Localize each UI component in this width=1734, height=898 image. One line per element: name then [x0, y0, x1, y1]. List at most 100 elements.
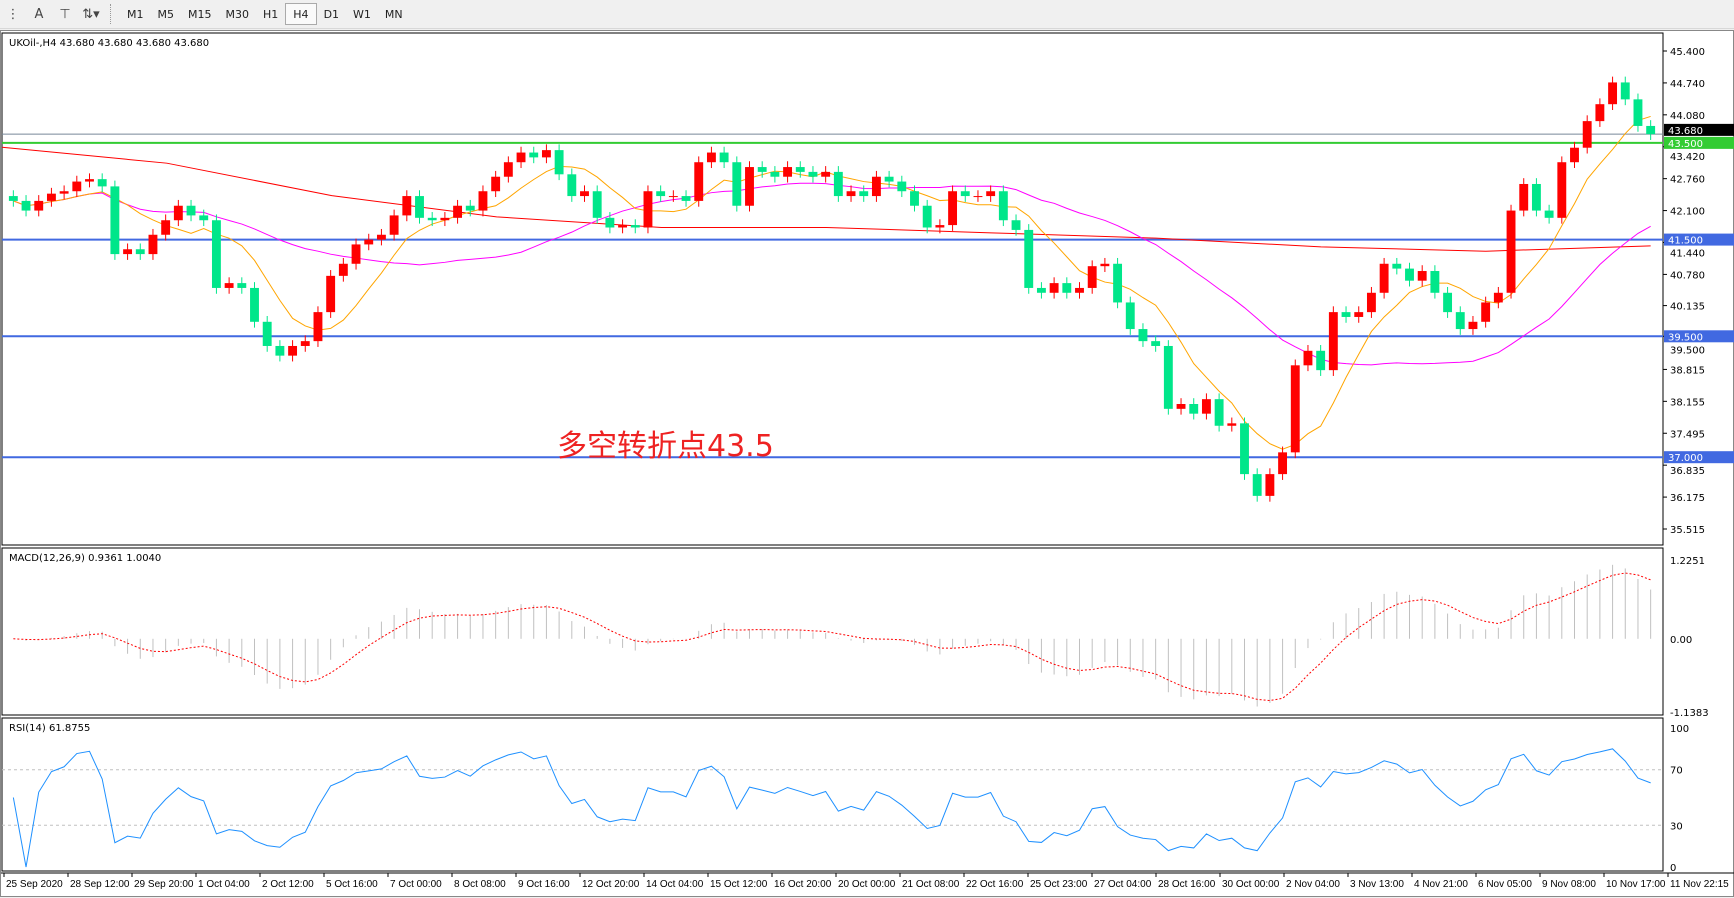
candle-down — [1405, 268, 1414, 281]
time-tick-label: 16 Oct 20:00 — [774, 879, 832, 890]
time-tick-label: 15 Oct 12:00 — [710, 879, 768, 890]
time-tick-label: 9 Nov 08:00 — [1542, 879, 1596, 890]
candle-down — [237, 283, 247, 288]
candle-down — [719, 152, 729, 163]
hline-price-tag — [1664, 330, 1734, 343]
timeframe-h1[interactable]: H1 — [263, 7, 279, 21]
candle-down — [186, 205, 196, 216]
candle-down — [1189, 403, 1199, 414]
hline-price-tag-label: 43.500 — [1668, 139, 1703, 150]
text-label-icon[interactable]: ⊤ — [59, 6, 71, 22]
candle-down — [1214, 399, 1224, 426]
arrows-icon[interactable]: ⇅▾ — [82, 6, 100, 22]
candle-down — [1151, 341, 1161, 346]
candle-down — [262, 321, 272, 346]
candle-up — [338, 263, 348, 276]
candle-down — [1113, 263, 1123, 303]
candle-down — [1392, 263, 1402, 269]
candle-up — [376, 234, 386, 240]
candle-up — [1379, 263, 1389, 293]
timeframe-w1[interactable]: W1 — [353, 7, 371, 21]
candle-up — [618, 225, 628, 228]
candle-up — [986, 191, 996, 197]
macd-tick-label: 0.00 — [1670, 635, 1692, 646]
timeframe-m30[interactable]: M30 — [225, 7, 250, 21]
timeframe-h4[interactable]: H4 — [285, 3, 317, 25]
price-tick-label: 38.155 — [1670, 397, 1705, 408]
candle-up — [364, 239, 374, 245]
timeframe-m15[interactable]: M15 — [188, 7, 212, 21]
candle-up — [288, 345, 298, 356]
candle-down — [110, 186, 120, 255]
candle-down — [1138, 329, 1148, 342]
price-tick-label: 40.780 — [1670, 270, 1705, 281]
chart-window[interactable]: 45.400 44.740 44.080 43.420 42.760 42.100 41.4… — [0, 30, 1734, 897]
candle-down — [275, 345, 285, 356]
candle-up — [783, 167, 793, 177]
timeframe-m5[interactable]: M5 — [157, 7, 175, 21]
candle-down — [135, 249, 145, 255]
time-tick-label: 30 Oct 00:00 — [1222, 879, 1280, 890]
candle-down — [922, 205, 932, 228]
candle-up — [389, 215, 399, 235]
time-tick-label: 2 Oct 12:00 — [262, 879, 314, 890]
candle-down — [1062, 283, 1072, 293]
time-tick-label: 8 Oct 08:00 — [454, 879, 506, 890]
candle-up — [1506, 210, 1516, 293]
candle-down — [1240, 423, 1249, 475]
candle-down — [1620, 82, 1630, 100]
time-tick-label: 28 Oct 16:00 — [1158, 879, 1216, 890]
candle-down — [1455, 312, 1465, 330]
candle-up — [706, 152, 716, 163]
candle-up — [1049, 283, 1059, 293]
candle-down — [21, 200, 31, 211]
price-tick-label: 41.440 — [1670, 249, 1705, 260]
candle-up — [1582, 121, 1592, 148]
candle-down — [199, 215, 209, 221]
chart-canvas[interactable]: 45.400 44.740 44.080 43.420 42.760 42.100 41.4… — [1, 31, 1734, 898]
candle-down — [1646, 125, 1656, 135]
price-tick-label: 37.495 — [1670, 429, 1705, 440]
candle-down — [1544, 210, 1554, 218]
rsi-pane — [1, 717, 1664, 872]
hline-price-tag — [1664, 451, 1734, 464]
candle-down — [211, 220, 221, 288]
candle-up — [1608, 82, 1618, 105]
timeframe-m1[interactable]: M1 — [127, 7, 144, 21]
candle-up — [326, 275, 336, 313]
candle-up — [1075, 287, 1084, 293]
text-icon[interactable]: A — [34, 6, 44, 22]
candle-up — [973, 196, 983, 198]
candle-down — [1430, 271, 1440, 293]
price-tick-label: 36.175 — [1670, 493, 1705, 504]
time-tick-label: 25 Oct 23:00 — [1030, 879, 1088, 890]
candle-up — [1087, 266, 1097, 288]
candle-down — [897, 181, 907, 192]
time-tick-label: 4 Nov 21:00 — [1414, 879, 1468, 890]
candle-up — [1303, 350, 1313, 366]
candle-up — [821, 171, 831, 177]
candle-up — [1519, 183, 1529, 211]
macd-label: MACD(12,26,9) 0.9361 1.0040 — [9, 553, 161, 564]
candle-down — [1163, 345, 1173, 409]
price-tick-label: 44.740 — [1670, 79, 1705, 90]
candle-up — [745, 167, 754, 206]
candle-up — [224, 283, 234, 288]
symbol-header: UKOil-,H4 43.680 43.680 43.680 43.680 — [9, 38, 209, 49]
price-tick-label: 40.135 — [1670, 302, 1705, 313]
candle-up — [300, 341, 310, 346]
candle-up — [402, 196, 412, 216]
time-tick-label: 20 Oct 00:00 — [838, 879, 896, 890]
candle-up — [453, 205, 463, 218]
period-separator-icon[interactable]: ⋮ — [6, 6, 20, 22]
bid-price-tag — [1664, 123, 1734, 136]
ma-magenta-line — [13, 182, 1651, 366]
candle-up — [643, 191, 653, 228]
timeframe-d1[interactable]: D1 — [323, 7, 340, 21]
candle-down — [1024, 229, 1034, 288]
candle-down — [465, 205, 475, 211]
candle-down — [1633, 99, 1643, 126]
candle-down — [605, 217, 615, 228]
candle-up — [59, 191, 69, 194]
timeframe-mn[interactable]: MN — [384, 7, 403, 21]
